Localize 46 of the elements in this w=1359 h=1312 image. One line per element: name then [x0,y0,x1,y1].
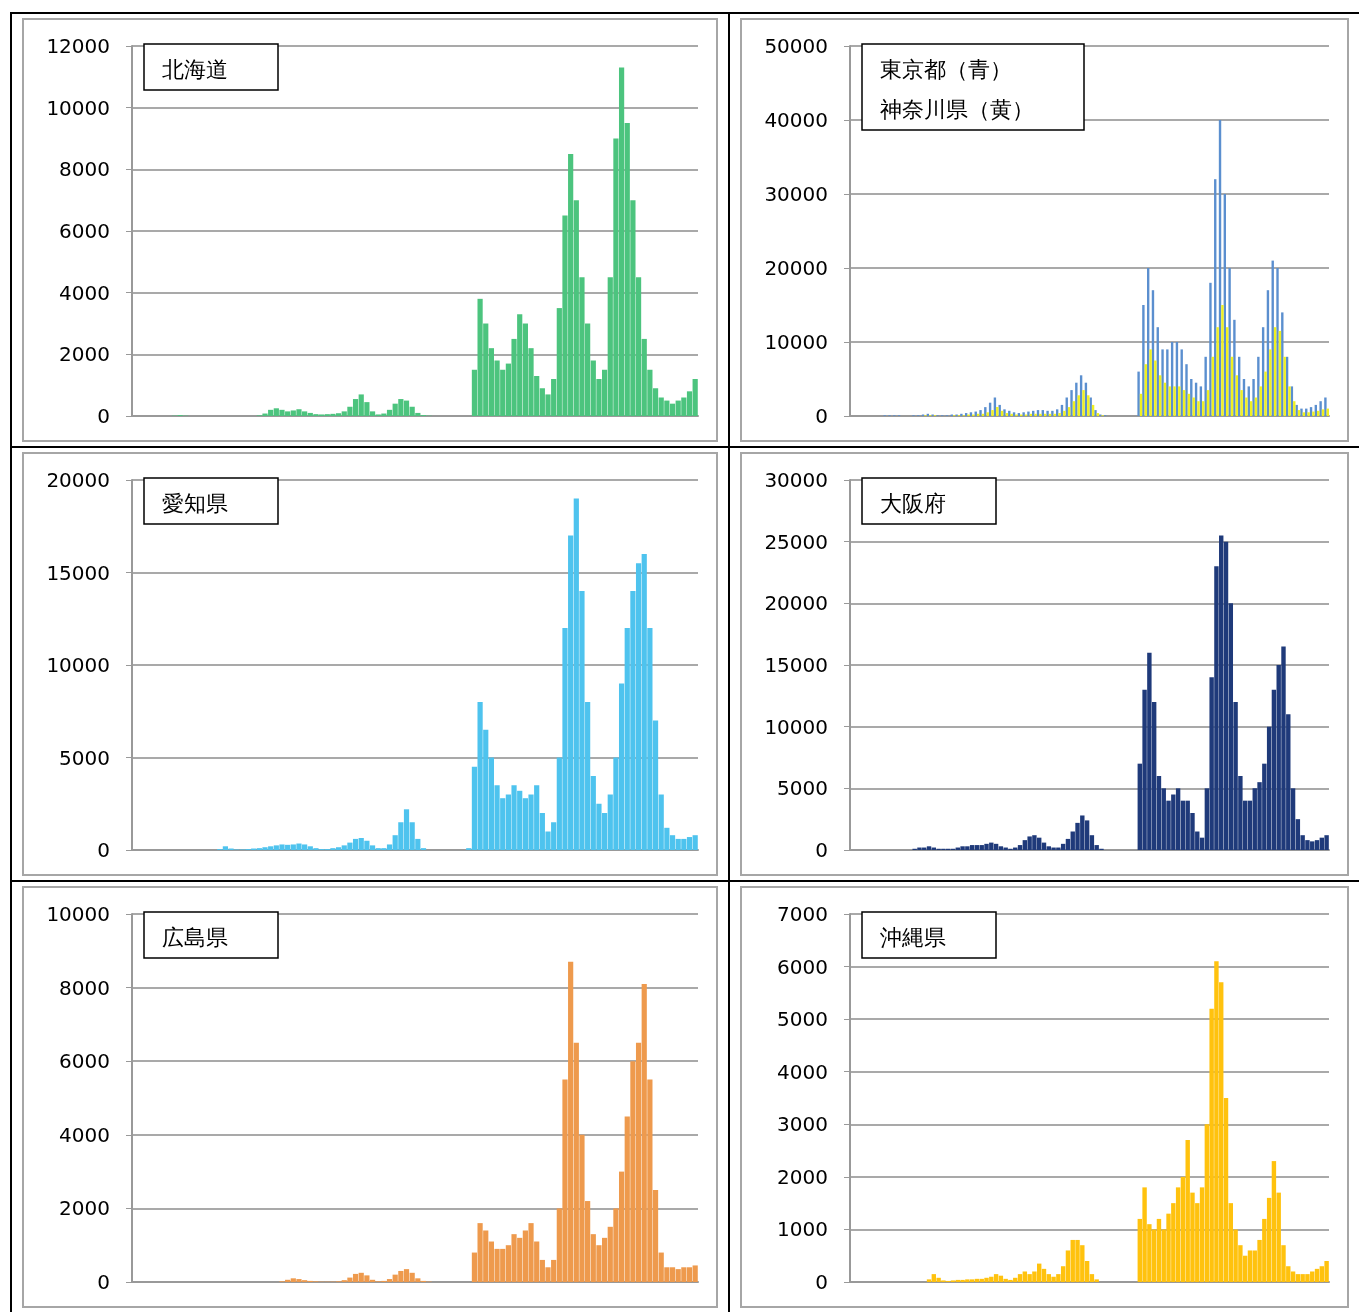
y-tick-label: 10000 [46,653,110,677]
y-tick-label: 0 [97,838,110,862]
y-tick-label: 20000 [764,256,828,280]
y-tick-label: 15000 [764,653,828,677]
text: 神奈川県（黄） [880,96,1034,122]
y-tick-label: 8000 [59,157,110,182]
y-tick-label: 6000 [777,954,828,979]
y-tick-label: 0 [97,1270,110,1294]
y-tick-label: 15000 [46,560,110,585]
y-tick-label: 2000 [777,1164,828,1189]
y-tick-label: 2000 [59,1196,110,1221]
y-tick-label: 3000 [777,1112,828,1137]
y-tick-label: 0 [815,1270,828,1294]
y-tick-label: 0 [815,404,828,428]
text: 東京都（青） [880,56,1012,82]
text: 沖縄県 [880,924,946,950]
y-tick-label: 5000 [777,776,828,801]
y-tick-label: 50000 [764,34,828,58]
y-tick-label: 0 [815,838,828,862]
y-tick-label: 5000 [777,1007,828,1032]
y-tick-label: 10000 [46,95,110,120]
y-tick-label: 2000 [59,342,110,367]
y-tick-label: 5000 [59,745,110,770]
y-tick-label: 20000 [46,468,110,492]
y-tick-label: 25000 [764,529,828,554]
y-tick-label: 6000 [59,219,110,243]
y-tick-label: 20000 [764,591,828,616]
y-tick-label: 10000 [46,902,110,926]
y-tick-label: 0 [97,404,110,428]
y-tick-label: 4000 [59,1122,110,1147]
y-tick-label: 40000 [764,108,828,132]
y-tick-label: 6000 [59,1049,110,1074]
text: 北海道 [162,56,228,82]
y-tick-label: 30000 [764,468,828,492]
y-tick-label: 7000 [777,902,828,926]
y-tick-label: 4000 [59,280,110,305]
y-tick-label: 4000 [777,1059,828,1084]
y-tick-label: 1000 [777,1217,828,1242]
text: 大阪府 [880,490,946,516]
text: 愛知県 [162,490,228,516]
text: 広島県 [162,924,228,950]
y-tick-label: 10000 [764,330,828,354]
y-tick-label: 30000 [764,182,828,206]
y-tick-label: 12000 [46,34,110,58]
y-tick-label: 10000 [764,714,828,739]
y-tick-label: 8000 [59,975,110,1000]
